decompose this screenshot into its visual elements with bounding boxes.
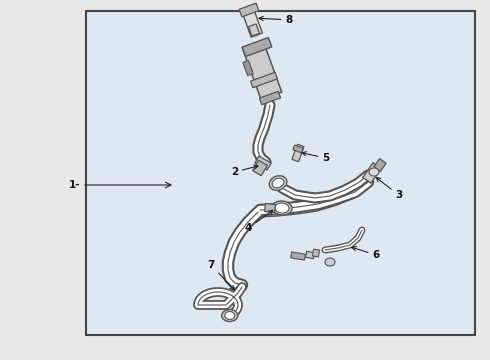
Text: 3: 3 xyxy=(376,177,402,200)
Polygon shape xyxy=(259,91,281,105)
Polygon shape xyxy=(242,37,272,57)
Polygon shape xyxy=(265,203,275,212)
Polygon shape xyxy=(253,160,268,176)
Text: 8: 8 xyxy=(259,15,292,25)
Polygon shape xyxy=(374,159,386,171)
Text: 2: 2 xyxy=(231,165,258,177)
Ellipse shape xyxy=(325,258,335,266)
Polygon shape xyxy=(293,145,303,153)
Polygon shape xyxy=(255,156,271,170)
Polygon shape xyxy=(363,163,381,183)
Polygon shape xyxy=(239,3,259,17)
Polygon shape xyxy=(243,60,253,76)
Text: 7: 7 xyxy=(208,260,234,290)
Polygon shape xyxy=(250,72,277,88)
Ellipse shape xyxy=(272,201,292,215)
Ellipse shape xyxy=(369,168,379,176)
Polygon shape xyxy=(292,144,304,162)
Polygon shape xyxy=(242,7,263,37)
Text: 1-: 1- xyxy=(69,180,80,190)
Polygon shape xyxy=(313,249,319,257)
Ellipse shape xyxy=(272,178,284,188)
Polygon shape xyxy=(248,24,260,36)
Ellipse shape xyxy=(222,310,238,321)
Text: 5: 5 xyxy=(302,152,329,163)
Polygon shape xyxy=(242,40,282,100)
Ellipse shape xyxy=(225,311,235,320)
Polygon shape xyxy=(306,251,315,258)
Ellipse shape xyxy=(269,176,287,190)
Text: 4: 4 xyxy=(245,210,273,233)
Ellipse shape xyxy=(275,203,289,213)
Polygon shape xyxy=(291,252,305,260)
Text: 6: 6 xyxy=(352,247,379,260)
Bar xyxy=(86,11,475,335)
